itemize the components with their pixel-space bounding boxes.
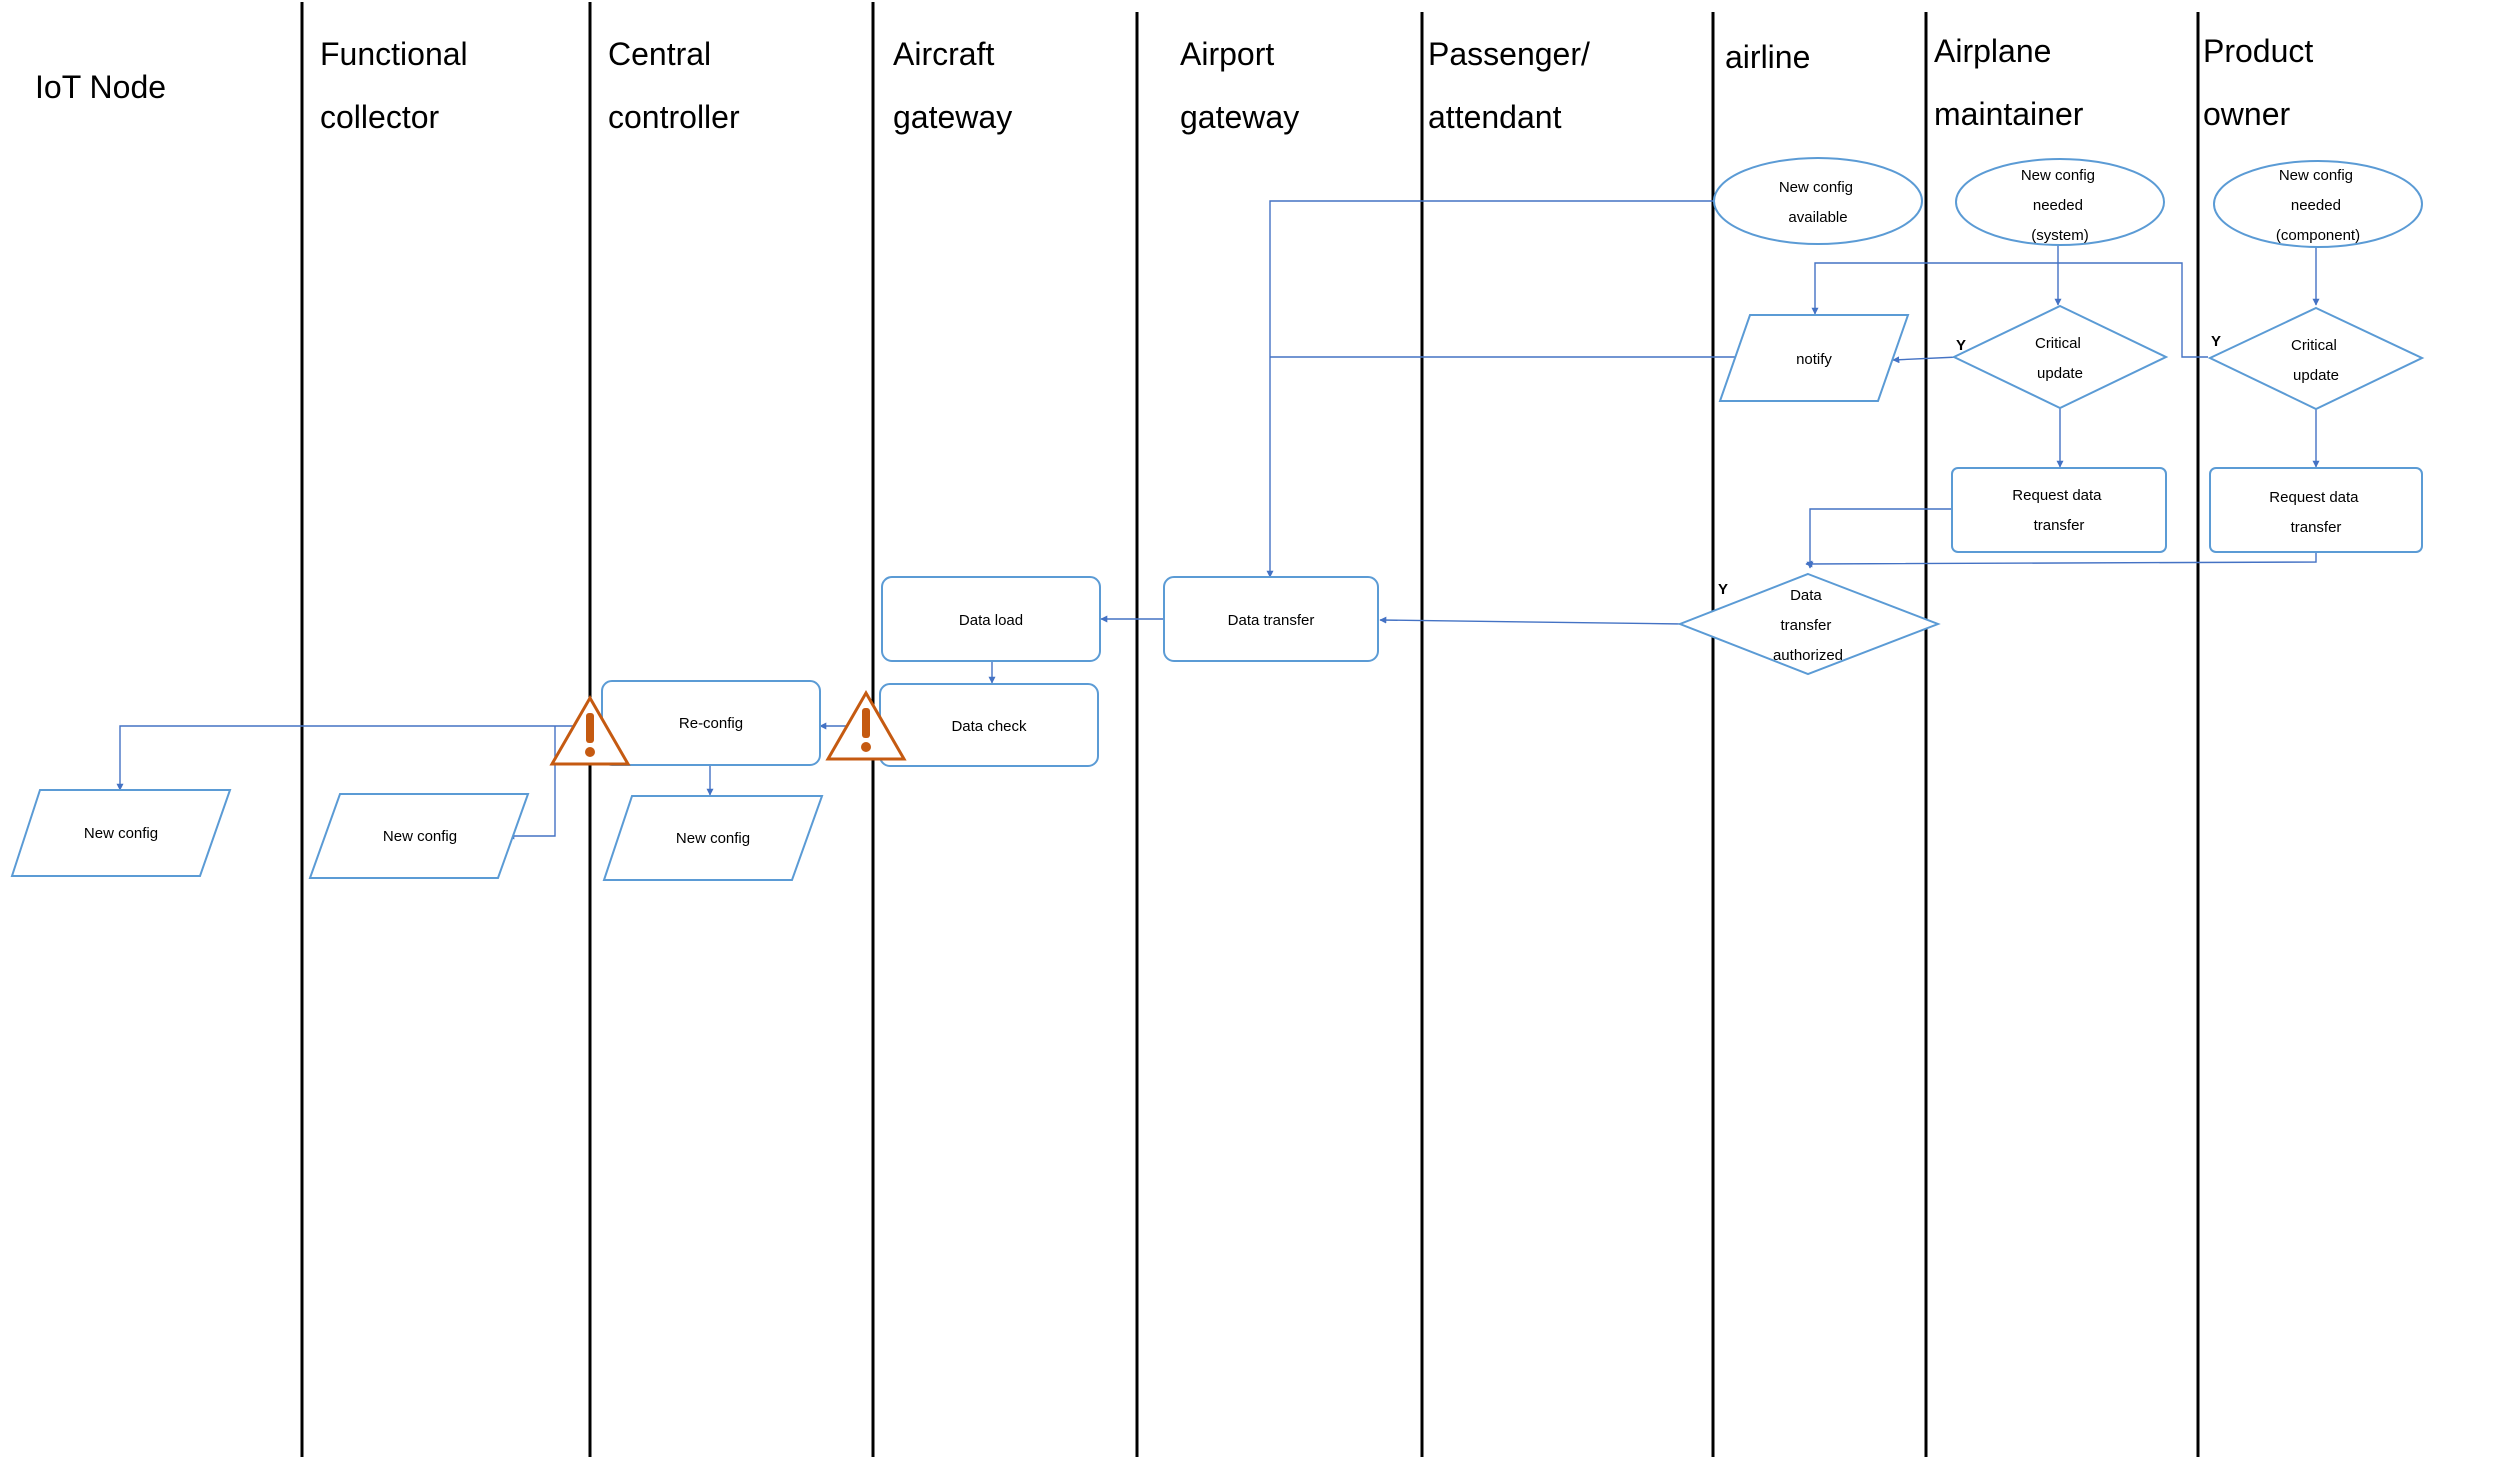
node-new-config-available: New config available [1713,157,1923,245]
node-critical-update-owner: Critical update [2207,306,2425,411]
svg-text:New config: New config [84,825,158,842]
warning-icon [825,689,907,761]
svg-text:Data check: Data check [951,718,1027,735]
lane-title-product-owner: Product owner [2203,33,2313,132]
svg-text:Request data transfer: Request data transfer [2012,487,2105,534]
yes-label-authorized: Y [1718,581,1728,598]
connector-critical-po-to-notify [1811,262,2208,358]
svg-text:New config: New config [676,830,750,847]
lane-title-central-controller: Central controller [608,36,740,135]
node-data-load: Data load [881,576,1101,662]
connector-request-am-to-authorized [1806,508,1952,569]
lane-title-airline: airline [1725,39,1810,75]
svg-text:New config available: New config available [1779,179,1857,226]
svg-text:Request data transfer: Request data transfer [2269,489,2362,536]
yes-label-maintainer: Y [1956,337,1966,354]
warning-icon [549,694,631,766]
svg-text:Data transfer: Data transfer [1228,612,1315,629]
svg-text:notify: notify [1796,351,1832,368]
node-new-config-fc: New config [308,793,530,879]
node-new-config-needed-system: New config needed (system) [1955,158,2165,246]
svg-text:New config needed: New config needed (component) [2276,167,2360,244]
node-request-data-transfer-maintainer: Request data transfer [1951,467,2167,553]
lane-title-functional-collector: Functional collector [320,36,468,135]
lane-title-aircraft-gateway: Aircraft gateway [893,36,1012,135]
node-new-config-needed-component: New config needed (component) [2213,160,2423,248]
connector-authorized-to-data-transfer [1379,616,1684,625]
nodes: New config available New config needed (… [10,157,2425,881]
connectors [116,200,2320,840]
svg-text:Data load: Data load [959,612,1023,629]
lane-titles: IoT Node Functional collector Central cont… [35,33,2313,135]
connector-critical-am-to-notify [1892,356,1959,364]
connector-available-to-data-transfer [1266,200,1718,578]
node-notify: notify [1718,314,1910,402]
node-data-transfer-authorized: Data transfer authorized [1677,572,1941,676]
lane-title-airport-gateway: Airport gateway [1180,36,1299,135]
connector-request-po-to-authorized [1805,553,2317,568]
node-data-transfer: Data transfer [1163,576,1379,662]
lane-title-passenger-attendant: Passenger/attendant [1428,36,1590,135]
lane-title-iot-node: IoT Node [35,69,166,105]
connector-re-config-to-new-config-iot [116,725,603,791]
node-new-config-cc: New config [602,795,824,881]
node-critical-update-maintainer: Critical update [1951,304,2169,410]
svg-text:Critical update: Critical update [2291,337,2341,384]
svg-text:Data transfer: Data transfer authorized [1773,587,1843,664]
node-new-config-iot: New config [10,789,232,877]
svg-text:New config needed: New config needed (system) [2021,167,2099,244]
node-data-check: Data check [879,683,1099,767]
lane-title-airplane-maintainer: Airplane maintainer [1934,33,2084,132]
node-request-data-transfer-owner: Request data transfer [2209,467,2423,553]
svg-text:Re-config: Re-config [679,715,743,732]
yes-label-owner: Y [2211,333,2221,350]
svg-text:New config: New config [383,828,457,845]
svg-text:Critical update: Critical update [2035,335,2085,382]
node-re-config: Re-config [601,680,821,766]
